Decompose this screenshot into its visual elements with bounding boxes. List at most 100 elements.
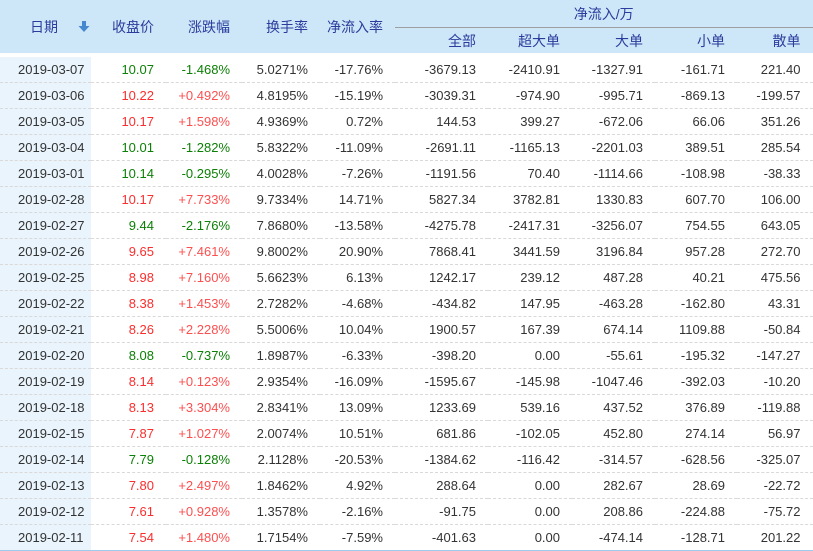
super-large-cell: -116.42	[488, 446, 572, 473]
large-cell: -474.14	[572, 524, 655, 551]
column-header-date[interactable]: 日期	[0, 0, 91, 57]
close-cell: 10.01	[91, 134, 166, 161]
change-pct-cell: -1.282%	[166, 134, 242, 161]
net-inflow-rate-cell: 4.92%	[320, 472, 395, 499]
change-pct-cell: +0.928%	[166, 498, 242, 525]
change-pct-cell: +3.304%	[166, 394, 242, 421]
retail-cell: -50.84	[737, 316, 813, 343]
large-cell: -1047.46	[572, 368, 655, 395]
table-row: 2019-02-18 8.13 +3.304% 2.8341% 13.09% 1233.6…	[0, 394, 813, 421]
super-large-cell: 147.95	[488, 290, 572, 317]
close-cell: 8.14	[91, 368, 166, 395]
turnover-cell: 1.7154%	[242, 524, 320, 551]
retail-cell: -75.72	[737, 498, 813, 525]
date-cell: 2019-02-13	[0, 472, 91, 499]
large-cell: -1327.91	[572, 55, 655, 83]
change-pct-cell: +7.733%	[166, 186, 242, 213]
turnover-cell: 4.8195%	[242, 82, 320, 109]
column-header-all: 全部	[395, 27, 488, 57]
table-row: 2019-02-12 7.61 +0.928% 1.3578% -2.16% -91.75…	[0, 498, 813, 525]
turnover-cell: 5.8322%	[242, 134, 320, 161]
super-large-cell: 3782.81	[488, 186, 572, 213]
column-header-date-label: 日期	[30, 18, 58, 35]
date-cell: 2019-03-05	[0, 108, 91, 135]
small-cell: -628.56	[655, 446, 737, 473]
table-row: 2019-02-28 10.17 +7.733% 9.7334% 14.71% 5827.…	[0, 186, 813, 213]
retail-cell: 475.56	[737, 264, 813, 291]
small-cell: 66.06	[655, 108, 737, 135]
date-cell: 2019-02-20	[0, 342, 91, 369]
all-cell: -434.82	[395, 290, 488, 317]
small-cell: -108.98	[655, 160, 737, 187]
turnover-cell: 1.8987%	[242, 342, 320, 369]
turnover-cell: 2.7282%	[242, 290, 320, 317]
net-inflow-rate-cell: 10.04%	[320, 316, 395, 343]
close-cell: 8.08	[91, 342, 166, 369]
all-cell: 7868.41	[395, 238, 488, 265]
column-group-header-net-inflow: 净流入/万	[395, 0, 813, 28]
table-row: 2019-02-26 9.65 +7.461% 9.8002% 20.90% 7868.4…	[0, 238, 813, 265]
change-pct-cell: +2.228%	[166, 316, 242, 343]
large-cell: 282.67	[572, 472, 655, 499]
all-cell: -1384.62	[395, 446, 488, 473]
date-cell: 2019-03-04	[0, 134, 91, 161]
close-cell: 10.17	[91, 108, 166, 135]
retail-cell: 106.00	[737, 186, 813, 213]
small-cell: 389.51	[655, 134, 737, 161]
date-cell: 2019-02-26	[0, 238, 91, 265]
all-cell: -91.75	[395, 498, 488, 525]
retail-cell: -22.72	[737, 472, 813, 499]
retail-cell: -38.33	[737, 160, 813, 187]
date-cell: 2019-02-14	[0, 446, 91, 473]
table-row: 2019-03-01 10.14 -0.295% 4.0028% -7.26% -1191…	[0, 160, 813, 187]
column-header-net-inflow-rate: 净流入率	[320, 0, 395, 57]
small-cell: -392.03	[655, 368, 737, 395]
close-cell: 10.14	[91, 160, 166, 187]
super-large-cell: -1165.13	[488, 134, 572, 161]
table-row: 2019-03-07 10.07 -1.468% 5.0271% -17.76% -367…	[0, 55, 813, 83]
close-cell: 10.07	[91, 55, 166, 83]
retail-cell: -325.07	[737, 446, 813, 473]
column-header-close: 收盘价	[91, 0, 166, 57]
change-pct-cell: -0.737%	[166, 342, 242, 369]
small-cell: 957.28	[655, 238, 737, 265]
large-cell: 674.14	[572, 316, 655, 343]
table-row: 2019-02-19 8.14 +0.123% 2.9354% -16.09% -1595…	[0, 368, 813, 395]
super-large-cell: 0.00	[488, 498, 572, 525]
all-cell: -2691.11	[395, 134, 488, 161]
sort-down-arrow-icon[interactable]	[78, 20, 90, 32]
small-cell: 754.55	[655, 212, 737, 239]
change-pct-cell: -2.176%	[166, 212, 242, 239]
large-cell: -2201.03	[572, 134, 655, 161]
table-row: 2019-03-05 10.17 +1.598% 4.9369% 0.72% 144.53…	[0, 108, 813, 135]
net-inflow-rate-cell: 13.09%	[320, 394, 395, 421]
close-cell: 8.98	[91, 264, 166, 291]
net-inflow-rate-cell: 10.51%	[320, 420, 395, 447]
table-row: 2019-02-15 7.87 +1.027% 2.0074% 10.51% 681.86…	[0, 420, 813, 447]
close-cell: 7.61	[91, 498, 166, 525]
table-row: 2019-02-25 8.98 +7.160% 5.6623% 6.13% 1242.17…	[0, 264, 813, 291]
net-inflow-rate-cell: -11.09%	[320, 134, 395, 161]
table-row: 2019-02-21 8.26 +2.228% 5.5006% 10.04% 1900.5…	[0, 316, 813, 343]
column-header-small: 小单	[655, 27, 737, 57]
super-large-cell: 70.40	[488, 160, 572, 187]
all-cell: -398.20	[395, 342, 488, 369]
change-pct-cell: -0.295%	[166, 160, 242, 187]
large-cell: 3196.84	[572, 238, 655, 265]
close-cell: 7.79	[91, 446, 166, 473]
change-pct-cell: -0.128%	[166, 446, 242, 473]
retail-cell: 643.05	[737, 212, 813, 239]
change-pct-cell: +2.497%	[166, 472, 242, 499]
change-pct-cell: +1.453%	[166, 290, 242, 317]
net-inflow-rate-cell: -4.68%	[320, 290, 395, 317]
retail-cell: -10.20	[737, 368, 813, 395]
date-cell: 2019-02-25	[0, 264, 91, 291]
small-cell: 28.69	[655, 472, 737, 499]
small-cell: 376.89	[655, 394, 737, 421]
table-body: 2019-03-07 10.07 -1.468% 5.0271% -17.76% -367…	[0, 55, 813, 551]
table-row: 2019-02-27 9.44 -2.176% 7.8680% -13.58% -4275…	[0, 212, 813, 239]
all-cell: -401.63	[395, 524, 488, 551]
close-cell: 7.87	[91, 420, 166, 447]
date-cell: 2019-02-15	[0, 420, 91, 447]
small-cell: -224.88	[655, 498, 737, 525]
